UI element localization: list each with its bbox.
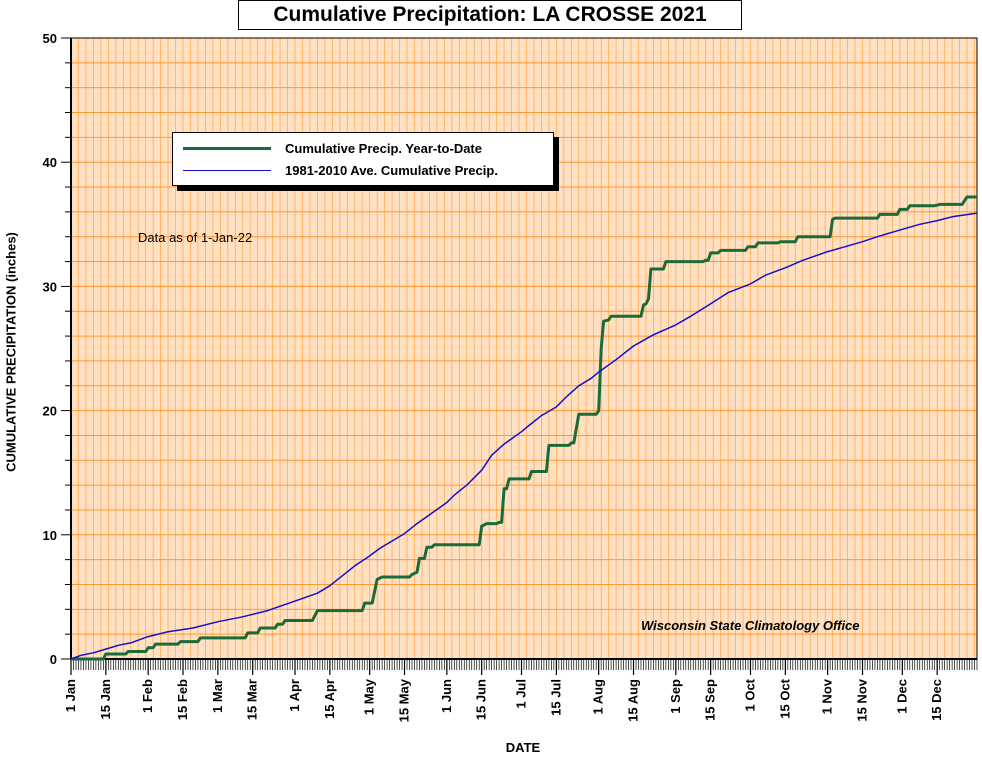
x-tick-label: 1 Feb bbox=[140, 679, 155, 713]
x-tick-label: 15 Dec bbox=[929, 679, 944, 721]
x-tick-label: 1 Sep bbox=[668, 679, 683, 714]
legend-label-normal: 1981-2010 Ave. Cumulative Precip. bbox=[285, 162, 498, 178]
legend-swatch-ytd bbox=[183, 146, 271, 150]
x-tick-label: 15 Mar bbox=[245, 679, 260, 720]
source-credit: Wisconsin State Climatology Office bbox=[641, 618, 860, 633]
y-tick-label: 50 bbox=[43, 31, 57, 46]
x-tick-label: 15 Jan bbox=[98, 679, 113, 720]
x-tick-label: 1 Apr bbox=[287, 679, 302, 712]
legend-label-ytd: Cumulative Precip. Year-to-Date bbox=[285, 140, 482, 156]
series-line-normal bbox=[70, 212, 978, 660]
legend-item-normal: 1981-2010 Ave. Cumulative Precip. bbox=[183, 161, 498, 179]
series-lines bbox=[70, 195, 978, 661]
legend: Cumulative Precip. Year-to-Date 1981-201… bbox=[172, 132, 554, 186]
x-tick-label: 15 Sep bbox=[703, 679, 718, 721]
chart-title: Cumulative Precipitation: LA CROSSE 2021 bbox=[238, 0, 742, 30]
data-date-annotation: Data as of 1-Jan-22 bbox=[138, 230, 253, 245]
x-tick-label: 1 Jul bbox=[514, 679, 529, 709]
x-tick-label: 1 Mar bbox=[210, 679, 225, 713]
x-tick-label: 1 Jun bbox=[439, 679, 454, 713]
y-tick-label: 20 bbox=[43, 404, 57, 419]
x-tick-label: 15 May bbox=[397, 678, 412, 722]
y-tick-label: 30 bbox=[43, 279, 57, 294]
x-tick-label: 15 Aug bbox=[626, 679, 641, 722]
x-tick-label: 1 Oct bbox=[743, 678, 758, 711]
y-tick-label: 0 bbox=[50, 652, 57, 667]
x-axis-label: DATE bbox=[505, 740, 541, 755]
x-tick-label: 1 Jan bbox=[63, 679, 78, 712]
x-tick-label: 15 Jul bbox=[548, 679, 563, 716]
legend-item-ytd: Cumulative Precip. Year-to-Date bbox=[183, 139, 482, 157]
x-tick-label: 1 Aug bbox=[591, 679, 606, 715]
x-tick-label: 15 Apr bbox=[322, 679, 337, 719]
y-axis-label: CUMULATIVE PRECIPITATION (inches) bbox=[3, 232, 19, 472]
axes: 0 10 20 30 40 50 1 Jan 15 Jan 1 Feb 15 Feb 1 Mar 15… bbox=[43, 31, 978, 722]
grid-lines bbox=[71, 38, 977, 659]
x-tick-label: 15 Jun bbox=[474, 679, 489, 720]
x-tick-label: 15 Oct bbox=[777, 678, 792, 718]
x-tick-label: 15 Nov bbox=[855, 678, 870, 721]
series-line-year-to-date bbox=[71, 195, 977, 661]
x-tick-label: 15 Feb bbox=[175, 679, 190, 720]
legend-swatch-normal bbox=[183, 169, 271, 171]
x-tick-label: 1 Nov bbox=[820, 678, 835, 714]
x-tick-label: 1 May bbox=[362, 678, 377, 715]
y-tick-label: 10 bbox=[43, 528, 57, 543]
y-tick-label: 40 bbox=[43, 155, 57, 170]
x-tick-label: 1 Dec bbox=[894, 679, 909, 714]
